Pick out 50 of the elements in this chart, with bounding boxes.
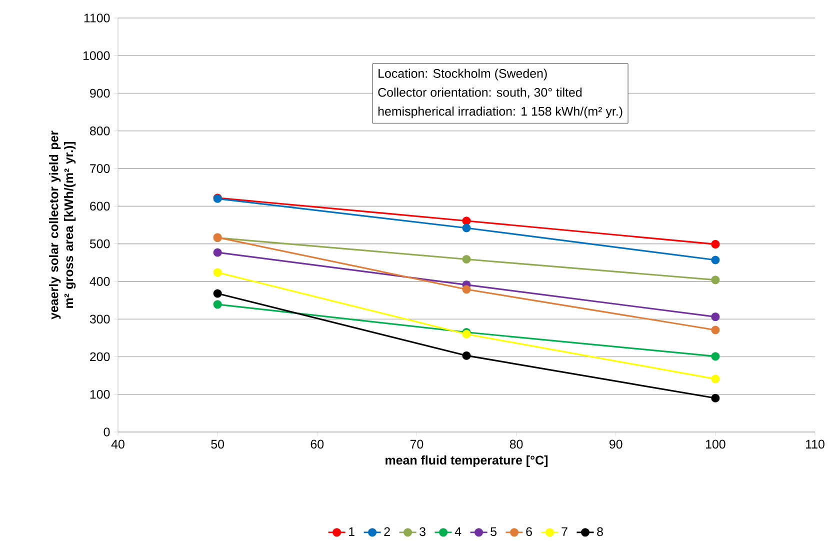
- x-tick-label: 60: [310, 440, 324, 448]
- point: [711, 240, 720, 248]
- annotation: Location: Stockholm (Sweden): [378, 68, 547, 80]
- x-tick-label: 70: [410, 440, 424, 448]
- x-axis-title: mean fluid temperature [°C]: [386, 455, 548, 467]
- legend-label: 6: [526, 527, 532, 536]
- legend-label: 1: [349, 527, 354, 536]
- point: [711, 374, 720, 383]
- point: [462, 254, 471, 264]
- y-tick-label: 600: [90, 202, 110, 210]
- point: [213, 288, 222, 298]
- y-tick-label: 500: [90, 239, 110, 248]
- x-tick-label: 110: [806, 440, 824, 448]
- y-tick-label: 400: [90, 276, 110, 286]
- legend-label: 8: [597, 527, 603, 536]
- legend-label: 5: [490, 527, 496, 536]
- point: [213, 268, 222, 276]
- annotation: hemispherical irradiation: 1 158 kWh/(m² yr.): [378, 106, 622, 118]
- y-tick-label: 0: [104, 427, 110, 436]
- y-tick-label: 800: [90, 126, 110, 136]
- point: [711, 352, 720, 360]
- point: [711, 394, 720, 402]
- point: [462, 224, 471, 232]
- point: [462, 284, 471, 294]
- point: [213, 248, 222, 257]
- x-tick-label: 100: [706, 440, 726, 448]
- legend-label: 7: [562, 527, 568, 536]
- point: [213, 300, 222, 308]
- point: [711, 312, 720, 321]
- y-tick-label: 100: [90, 390, 110, 399]
- legend-label: 2: [384, 527, 390, 536]
- x-tick-label: 50: [211, 440, 224, 448]
- annotation: Collector orientation: south, 30° tilted: [378, 87, 582, 98]
- legend-label: 3: [420, 527, 426, 536]
- y-axis-title: yeaerly solar collector yield per m² gross area [kWh/(m² yr.)]: [49, 130, 76, 320]
- y-tick-label: 1000: [83, 51, 110, 60]
- y-tick-label: 200: [90, 352, 110, 361]
- point: [711, 275, 720, 284]
- x-tick-label: 90: [610, 440, 622, 448]
- point: [711, 326, 720, 334]
- y-tick-label: 900: [90, 88, 110, 98]
- x-tick-label: 40: [111, 440, 124, 448]
- point: [711, 255, 720, 264]
- point: [462, 351, 471, 360]
- point: [462, 216, 471, 225]
- y-tick-label: 700: [90, 164, 110, 173]
- x-tick-label: 80: [510, 440, 523, 448]
- y-tick-label: 300: [90, 314, 110, 324]
- y-tick-label: 1100: [84, 13, 110, 22]
- legend-label: 4: [454, 527, 462, 536]
